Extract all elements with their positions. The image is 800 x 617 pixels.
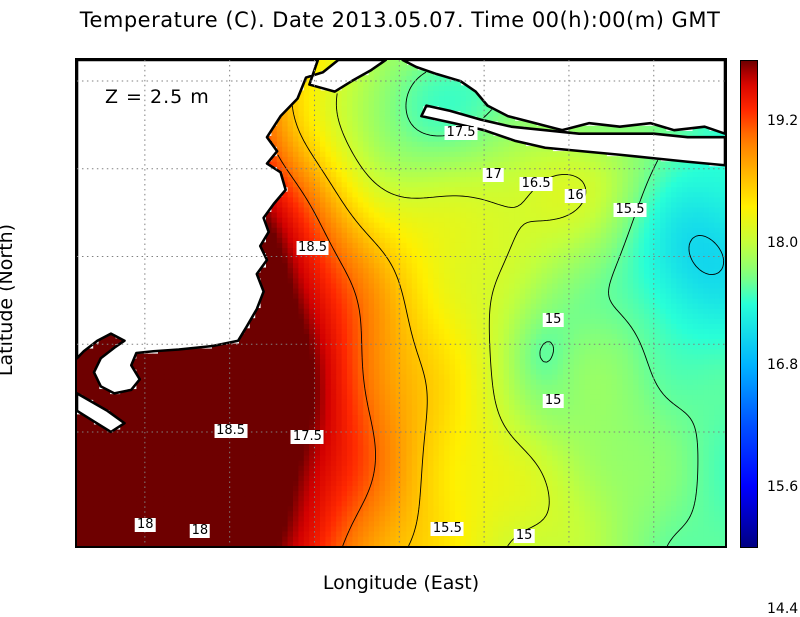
x-axis-tick-mark [401,546,402,548]
colorbar-tick-label: 14.4 [767,601,798,617]
contour-label: 18.5 [296,241,329,255]
y-axis-label: Latitude (North) [0,224,17,376]
x-axis-tick-mark [145,546,146,548]
x-axis-label: Longitude (East) [75,572,727,594]
colorbar-tick-label: 19.2 [767,113,798,129]
contour-label: 17.5 [445,126,478,140]
x-axis-tick-mark [316,546,317,548]
colorbar-tick-label: 18.0 [767,235,798,251]
contour-label: 17 [483,168,504,182]
contour-label: 16.5 [520,177,553,191]
contour-label: 18 [135,518,156,532]
x-axis-tick-mark [657,546,658,548]
contour-label: 15.5 [614,203,647,217]
y-axis-tick-mark [75,435,77,436]
figure-root: Temperature (C). Date 2013.05.07. Time 0… [0,0,800,600]
depth-annotation: Z = 2.5 m [105,86,210,108]
x-axis-tick-mark [487,546,488,548]
x-axis-tick-mark [231,546,232,548]
contour-label: 15 [543,394,564,408]
contour-label: 16 [565,189,586,203]
contour-label: 18 [190,524,211,538]
map-plot-area[interactable]: Z = 2.5 m 46.54645.54544.52929.53030.531… [75,58,727,548]
temperature-field [77,60,725,546]
y-axis-tick-mark [75,81,77,82]
y-axis-tick-mark [75,347,77,348]
contour-label: 18.5 [214,424,247,438]
contour-label: 17.5 [291,430,324,444]
x-axis-tick-mark [572,546,573,548]
page-title: Temperature (C). Date 2013.05.07. Time 0… [0,8,800,32]
colorbar-tick-label: 16.8 [767,357,798,373]
y-axis-tick-mark [75,170,77,171]
contour-label: 15.5 [431,522,464,536]
colorbar-gradient [741,61,757,547]
contour-label: 15 [543,313,564,327]
contour-label: 15 [514,529,535,543]
colorbar-tick-label: 15.6 [767,479,798,495]
y-axis-tick-mark [75,258,77,259]
